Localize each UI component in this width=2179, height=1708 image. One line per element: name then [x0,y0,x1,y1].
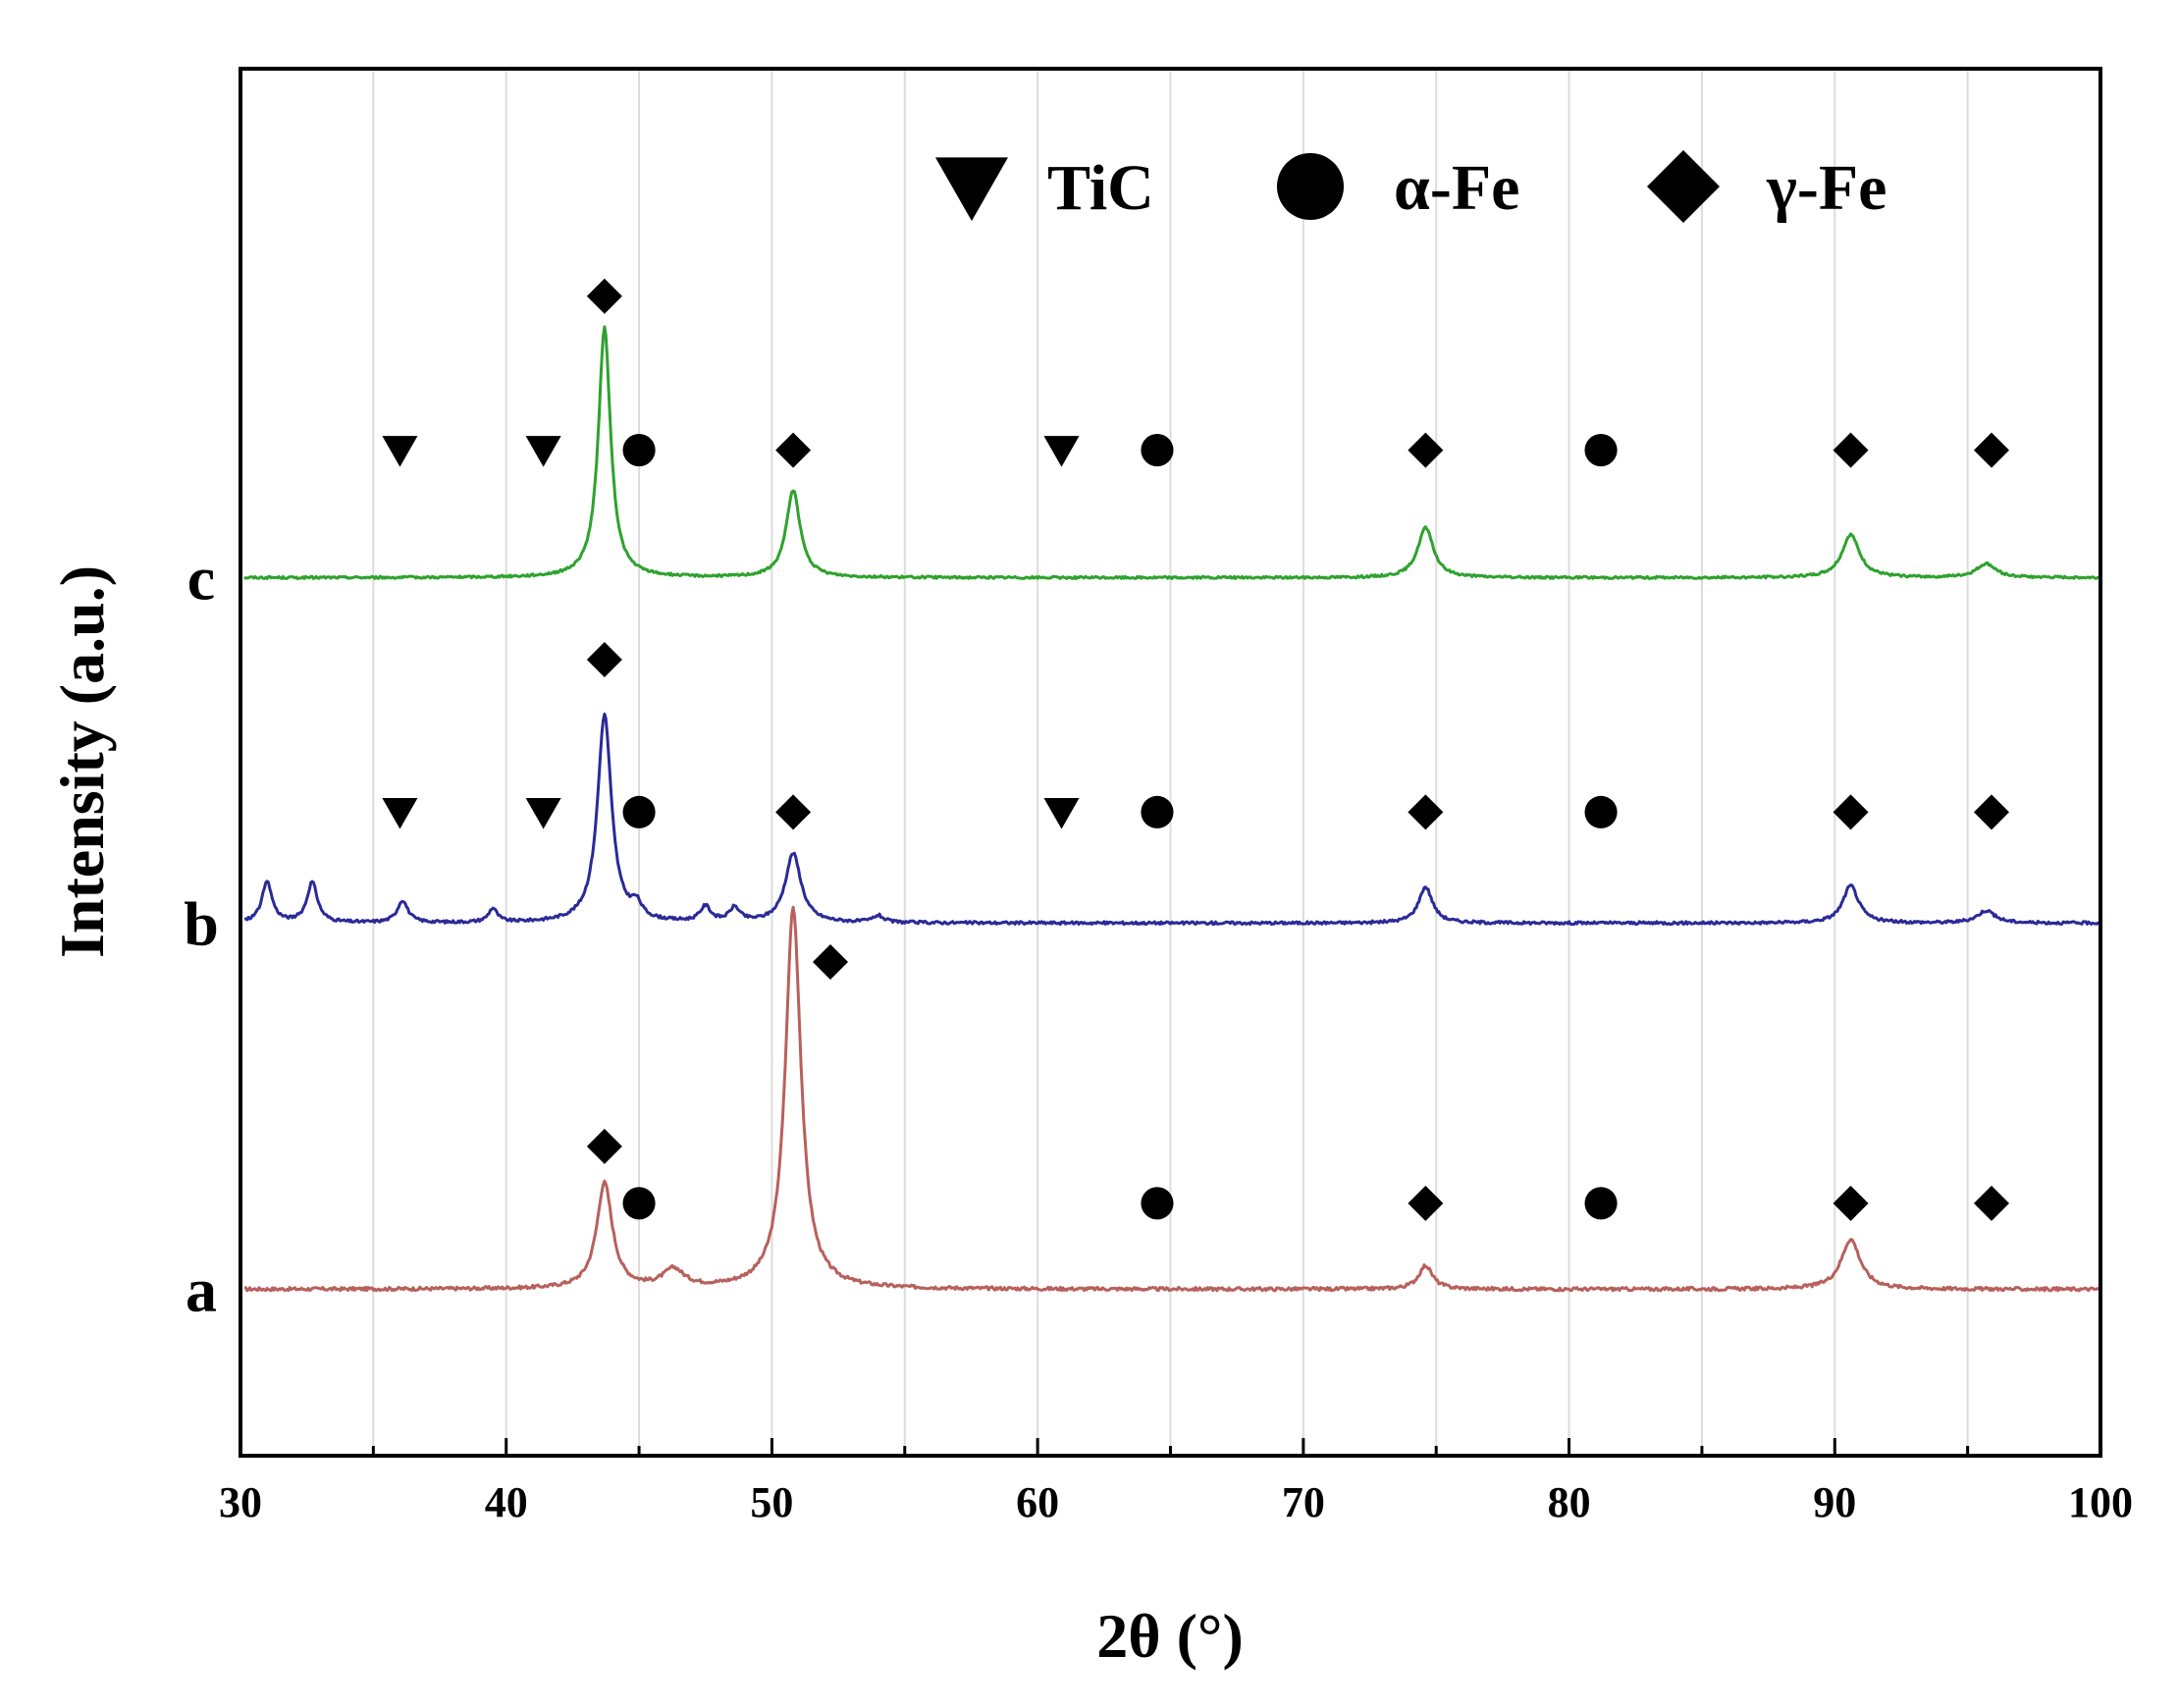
gamma-fe-marker [1408,1185,1444,1221]
gamma-fe-marker [1833,432,1869,468]
gamma-fe-marker [1974,432,2010,468]
legend-label: α-Fe [1394,152,1519,224]
series-layer: a b c [184,325,2101,1324]
series-label-b: b [184,888,219,958]
gamma-fe-marker [1408,432,1444,468]
x-tick-label: 70 [1282,1478,1325,1526]
tic-marker [382,797,418,829]
alpha-fe-marker [1584,1187,1618,1220]
x-tick-label: 90 [1813,1478,1856,1526]
series-label-c: c [187,544,215,614]
gamma-fe-marker [775,794,812,830]
x-tick-label: 40 [485,1478,528,1526]
x-tick-label: 80 [1548,1478,1591,1526]
legend-diamond-icon [1647,150,1720,223]
alpha-fe-marker [622,795,656,828]
alpha-fe-marker [1141,795,1174,828]
gamma-fe-marker [1833,794,1869,830]
tic-marker [1043,436,1080,467]
series-line-c [243,325,2101,580]
gamma-fe-marker [1974,1185,2010,1221]
gamma-fe-marker [586,641,622,677]
alpha-fe-marker [1584,795,1618,828]
legend-label: TiC [1047,152,1154,224]
x-axis-ticks: 30 40 50 60 70 80 90 100 [219,1438,2133,1526]
grid-lines [372,69,1969,1456]
y-axis-title: Intensity (a.u.) [47,565,117,958]
gamma-fe-marker [1408,794,1444,830]
alpha-fe-marker [622,434,656,467]
alpha-fe-marker [1141,434,1174,467]
phase-markers [382,278,2010,1221]
series-line-b [243,712,2101,927]
series-line-a [243,905,2101,1293]
tic-marker [525,436,561,467]
alpha-fe-marker [622,1187,656,1220]
x-tick-label: 30 [219,1478,262,1526]
tic-marker [382,436,418,467]
legend-triangle-down-icon [935,157,1008,222]
x-tick-label: 60 [1016,1478,1059,1526]
gamma-fe-marker [586,278,622,314]
legend-label: γ-Fe [1766,152,1887,224]
alpha-fe-marker [1584,434,1618,467]
series-label-a: a [186,1254,217,1324]
x-tick-label: 100 [2068,1478,2133,1526]
gamma-fe-marker [812,943,848,980]
gamma-fe-marker [1974,794,2010,830]
tic-marker [525,797,561,829]
gamma-fe-marker [775,432,812,468]
tic-marker [1043,797,1080,829]
x-axis-title: 2θ (°) [1096,1601,1244,1671]
gamma-fe-marker [1833,1185,1869,1221]
alpha-fe-marker [1141,1187,1174,1220]
legend: TiC α-Fe γ-Fe [935,150,1887,224]
legend-circle-icon [1276,152,1345,221]
gamma-fe-marker [586,1128,622,1164]
x-tick-label: 50 [750,1478,793,1526]
